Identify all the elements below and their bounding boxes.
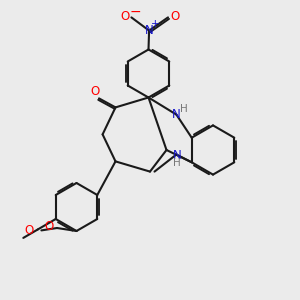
- Text: H: H: [173, 158, 181, 168]
- Text: O: O: [91, 85, 100, 98]
- Text: +: +: [151, 19, 159, 29]
- Text: O: O: [44, 220, 53, 233]
- Text: N: N: [171, 107, 180, 121]
- Text: H: H: [180, 103, 188, 114]
- Text: O: O: [25, 224, 34, 237]
- Text: N: N: [172, 148, 182, 162]
- Text: −: −: [130, 4, 141, 18]
- Text: O: O: [170, 10, 179, 23]
- Text: O: O: [121, 10, 130, 23]
- Text: N: N: [145, 24, 154, 37]
